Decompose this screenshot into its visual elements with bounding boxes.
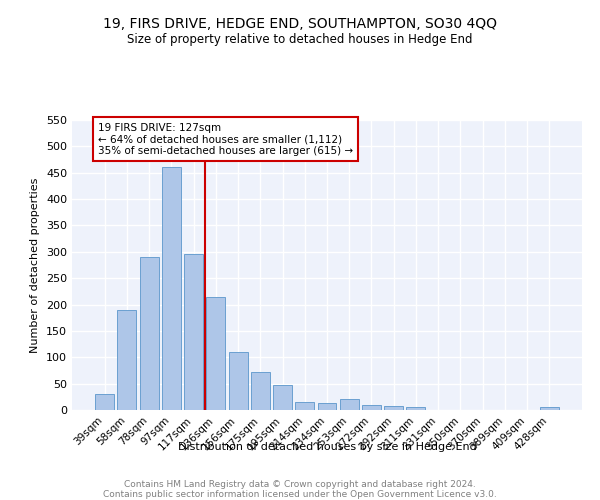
Text: Size of property relative to detached houses in Hedge End: Size of property relative to detached ho… [127,32,473,46]
Text: 19, FIRS DRIVE, HEDGE END, SOUTHAMPTON, SO30 4QQ: 19, FIRS DRIVE, HEDGE END, SOUTHAMPTON, … [103,18,497,32]
Bar [206,296,225,410]
Text: Contains HM Land Registry data © Crown copyright and database right 2024.: Contains HM Land Registry data © Crown c… [124,480,476,489]
Text: Distribution of detached houses by size in Hedge End: Distribution of detached houses by size … [178,442,476,452]
Bar [540,408,559,410]
Text: 19 FIRS DRIVE: 127sqm
← 64% of detached houses are smaller (1,112)
35% of semi-d: 19 FIRS DRIVE: 127sqm ← 64% of detached … [98,122,353,156]
Bar [340,400,359,410]
Bar [140,257,158,410]
Bar [184,254,203,410]
Bar [295,402,314,410]
Bar [273,385,292,410]
Bar [362,404,381,410]
Text: Contains public sector information licensed under the Open Government Licence v3: Contains public sector information licen… [103,490,497,499]
Bar [118,310,136,410]
Bar [384,406,403,410]
Bar [229,352,248,410]
Bar [406,408,425,410]
Bar [317,403,337,410]
Y-axis label: Number of detached properties: Number of detached properties [31,178,40,352]
Bar [162,168,181,410]
Bar [251,372,270,410]
Bar [95,394,114,410]
